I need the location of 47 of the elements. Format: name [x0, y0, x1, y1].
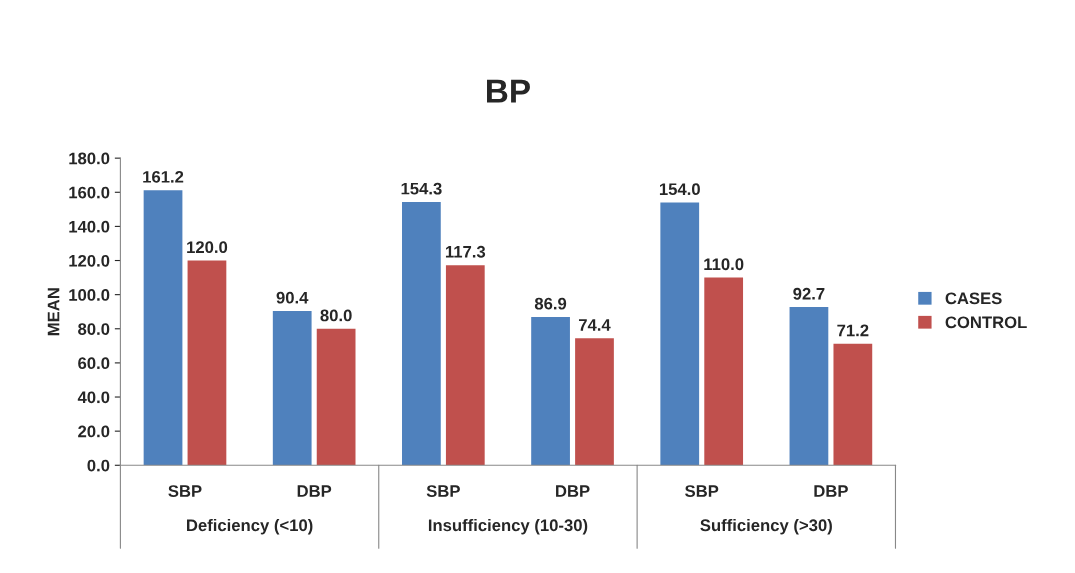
- legend-label: CASES: [945, 292, 1002, 305]
- data-label: 117.3: [445, 245, 486, 258]
- bar: [704, 277, 744, 466]
- x-tick-label: DBP: [814, 485, 848, 497]
- y-tick-label: 40.0: [77, 391, 110, 404]
- y-tick-label: 160.0: [69, 186, 110, 199]
- y-axis-title: MEAN: [47, 288, 60, 336]
- bar: [531, 317, 570, 466]
- x-tick-label: DBP: [556, 485, 590, 497]
- y-tick-label: 20.0: [78, 425, 110, 438]
- data-label: 86.9: [534, 297, 567, 310]
- y-tick-label: 140.0: [69, 220, 110, 233]
- bar: [272, 311, 312, 466]
- y-tick-label: 60.0: [78, 357, 110, 370]
- x-tick-label: SBP: [426, 485, 460, 497]
- y-tick-label: 120.0: [69, 254, 110, 267]
- data-label: 74.4: [578, 319, 611, 331]
- text: Insufficiency (10-30): [428, 518, 588, 535]
- x-tick-label: SBP: [168, 485, 202, 497]
- bar: [187, 260, 227, 466]
- chart-title: BP: [487, 79, 530, 103]
- text: Deficiency (<10): [187, 518, 313, 535]
- bar: [143, 190, 183, 466]
- bar: [316, 328, 356, 466]
- data-label: 154.0: [659, 183, 700, 196]
- data-label: 120.0: [187, 241, 228, 254]
- data-label: 161.2: [143, 170, 184, 183]
- legend-label: CONTROL: [945, 316, 1027, 329]
- data-label: 92.7: [793, 287, 825, 300]
- bar: [402, 202, 441, 466]
- y-tick-label: 100.0: [69, 289, 110, 301]
- x-tick-label: SBP: [685, 485, 719, 497]
- bar: [789, 307, 829, 466]
- bar: [833, 343, 873, 466]
- data-label: 71.2: [837, 324, 869, 337]
- bar: [445, 265, 485, 466]
- x-tick-label: DBP: [297, 485, 332, 497]
- data-label: 90.4: [276, 291, 309, 304]
- data-label: 80.0: [320, 309, 352, 322]
- bar: [575, 338, 614, 466]
- data-label: 110.0: [704, 258, 744, 271]
- text: Sufficiency (>30): [700, 518, 832, 535]
- y-tick-label: 80.0: [78, 323, 110, 335]
- y-tick-label: 0.0: [87, 459, 110, 472]
- bar: [660, 202, 700, 466]
- data-label: 154.3: [401, 182, 442, 195]
- y-tick-label: 180.0: [69, 152, 110, 165]
